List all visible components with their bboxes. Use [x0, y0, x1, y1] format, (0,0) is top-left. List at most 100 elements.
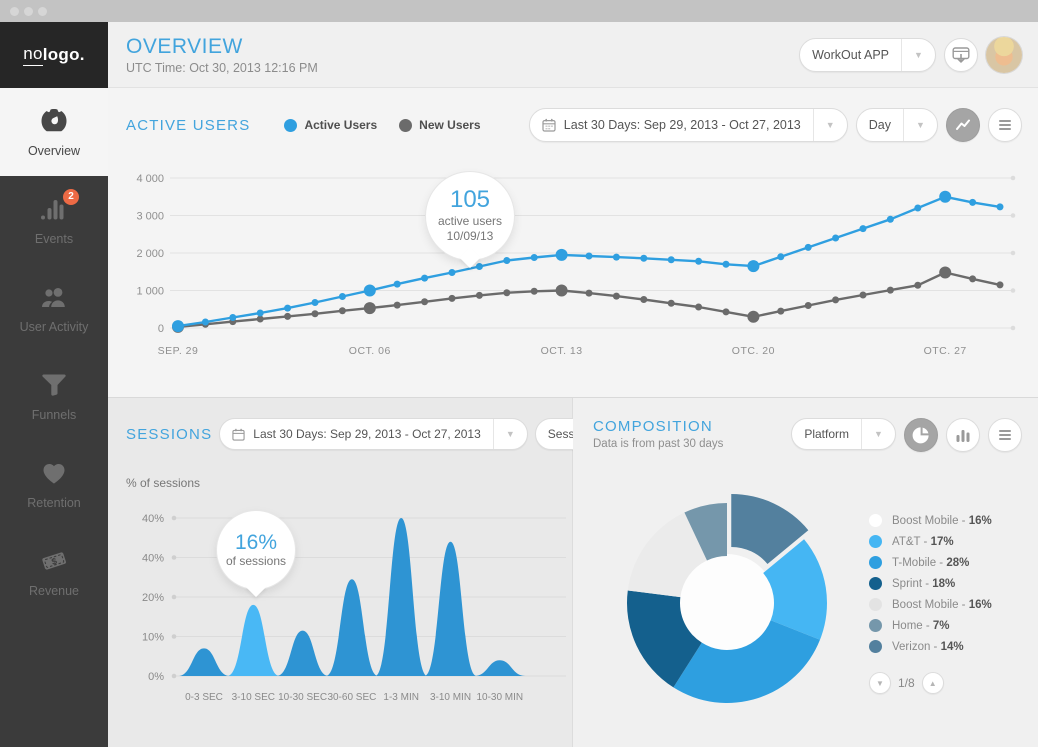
bar-view-button[interactable]	[946, 418, 980, 452]
tooltip-label: of sessions	[225, 553, 287, 568]
dollar-bill-icon: $	[37, 547, 71, 575]
app-selector-dropdown[interactable]: WorkOut APP ▼	[799, 37, 936, 72]
svg-text:40%: 40%	[142, 513, 164, 525]
svg-text:0-3 SEC: 0-3 SEC	[185, 692, 223, 703]
window-control-dot[interactable]	[10, 6, 19, 16]
active-users-tooltip: 105 active users 10/09/13	[426, 172, 514, 260]
legend-label: Active Users	[304, 118, 378, 132]
line-chart-view-button[interactable]	[946, 108, 980, 142]
sidebar-item-retention[interactable]: Retention	[0, 440, 108, 528]
granularity-dropdown[interactable]: Day ▼	[855, 108, 938, 142]
user-avatar[interactable]	[986, 36, 1022, 73]
active-users-title: ACTIVE USERS	[126, 116, 251, 134]
pagination-prev-button[interactable]: ▼	[869, 672, 891, 694]
sessions-chart[interactable]: 0% 10% 20% 40% 40% 0-3 SEC 3-10 SEC 10-30 SEC 30…	[116, 498, 571, 723]
legend-dot	[284, 118, 298, 132]
composition-legend-item[interactable]: Boost Mobile - 16%	[869, 510, 992, 531]
svg-text:OTC. 27: OTC. 27	[924, 345, 967, 357]
composition-legend-item[interactable]: Boost Mobile - 16%	[869, 594, 992, 615]
chevron-down-icon[interactable]: ▼	[903, 109, 937, 141]
sidebar-item-revenue[interactable]: $ Revenue	[0, 528, 108, 616]
calendar-icon	[530, 118, 556, 132]
window-control-dot[interactable]	[38, 6, 47, 16]
hamburger-icon	[999, 120, 1011, 130]
svg-text:2 000: 2 000	[136, 248, 164, 260]
svg-text:0: 0	[158, 323, 164, 335]
topbar: OVERVIEW UTC Time: Oct 30, 2013 12:16 PM…	[108, 22, 1038, 88]
logo-text-prefix: no	[23, 44, 43, 66]
composition-legend-item[interactable]: AT&T - 17%	[869, 531, 992, 552]
svg-text:OTC. 20: OTC. 20	[732, 345, 775, 357]
date-range-dropdown[interactable]: Last 30 Days: Sep 29, 2013 - Oct 27, 201…	[528, 108, 848, 142]
legend-label: Verizon - 14%	[892, 640, 964, 653]
calendar-icon	[220, 428, 245, 441]
svg-text:1 000: 1 000	[136, 286, 164, 298]
pagination-label: 1/8	[898, 676, 915, 690]
active-users-chart[interactable]: 0 1 000 2 000 3 000 4 000 SEP. 29 OCT. 06 OCT. …	[120, 158, 1028, 370]
composition-panel: COMPOSITION Data is from past 30 days Pl…	[573, 398, 1038, 747]
legend-dot	[869, 640, 882, 653]
active-users-legend: Active Users New Users	[284, 118, 481, 132]
composition-title: COMPOSITION	[593, 418, 713, 435]
chevron-down-icon[interactable]: ▼	[492, 419, 527, 449]
legend-label: New Users	[419, 118, 481, 132]
composition-donut-chart[interactable]	[607, 483, 847, 723]
sidebar-item-funnels[interactable]: Funnels	[0, 352, 108, 440]
legend-label: Boost Mobile - 16%	[892, 514, 992, 527]
svg-text:1-3 MIN: 1-3 MIN	[383, 692, 419, 703]
svg-text:10-30 SEC: 10-30 SEC	[278, 692, 327, 703]
export-button[interactable]	[944, 37, 978, 72]
logo[interactable]: no logo.	[0, 22, 108, 88]
funnel-icon	[37, 371, 71, 399]
sessions-date-range-dropdown[interactable]: Last 30 Days: Sep 29, 2013 - Oct 27, 201…	[219, 418, 528, 450]
legend-dot	[869, 577, 882, 590]
active-users-panel: ACTIVE USERS Active Users New Users Last …	[108, 88, 1038, 398]
legend-label: Boost Mobile - 16%	[892, 598, 992, 611]
sidebar-item-user-activity[interactable]: User Activity	[0, 264, 108, 352]
app-selector-value: WorkOut APP	[812, 47, 889, 62]
composition-legend-item[interactable]: Sprint - 18%	[869, 573, 992, 594]
composition-legend-item[interactable]: T-Mobile - 28%	[869, 552, 992, 573]
legend-label: Sprint - 18%	[892, 577, 956, 590]
logo-text-suffix: logo.	[42, 45, 85, 64]
chevron-down-icon[interactable]: ▼	[861, 419, 895, 449]
window-control-dot[interactable]	[24, 6, 33, 16]
chart-menu-button[interactable]	[988, 108, 1022, 142]
sidebar-item-label: Overview	[27, 143, 81, 158]
bar-chart-icon	[956, 429, 970, 442]
sidebar-item-overview[interactable]: Overview	[0, 88, 108, 176]
tooltip-date: 10/09/13	[446, 229, 494, 244]
sidebar-item-events[interactable]: 2 Events	[0, 176, 108, 264]
heart-icon	[37, 459, 71, 487]
composition-legend: Boost Mobile - 16% AT&T - 17% T-Mobile - 2…	[869, 510, 992, 657]
pagination-next-button[interactable]: ▲	[921, 672, 944, 694]
gauge-icon	[37, 107, 71, 135]
download-window-icon	[952, 46, 970, 63]
platform-dropdown[interactable]: Platform ▼	[791, 418, 896, 450]
svg-text:0%: 0%	[148, 671, 164, 683]
chevron-down-icon[interactable]: ▼	[901, 38, 935, 71]
legend-item-new-users[interactable]: New Users	[399, 118, 481, 132]
legend-item-active-users[interactable]: Active Users	[284, 118, 377, 132]
svg-text:30-60 SEC: 30-60 SEC	[327, 692, 376, 703]
chevron-down-icon[interactable]: ▼	[812, 109, 847, 141]
utc-time-label: UTC Time: Oct 30, 2013 12:16 PM	[126, 60, 318, 75]
svg-text:10-30 MIN: 10-30 MIN	[476, 692, 523, 703]
svg-text:$: $	[50, 556, 58, 567]
svg-text:40%: 40%	[142, 553, 164, 565]
pie-view-button[interactable]	[904, 418, 938, 452]
sidebar-item-label: Funnels	[31, 407, 77, 422]
sidebar-item-label: Retention	[27, 495, 81, 510]
pie-chart-icon	[912, 427, 929, 444]
legend-dot	[869, 556, 882, 569]
svg-text:3-10 SEC: 3-10 SEC	[232, 692, 275, 703]
composition-legend-item[interactable]: Home - 7%	[869, 615, 992, 636]
svg-text:OCT. 06: OCT. 06	[349, 345, 391, 357]
tooltip-value: 16%	[234, 530, 278, 554]
composition-menu-button[interactable]	[988, 418, 1022, 452]
composition-legend-item[interactable]: Verizon - 14%	[869, 636, 992, 657]
users-icon	[37, 283, 71, 311]
svg-text:4 000: 4 000	[136, 173, 164, 185]
sidebar-nav: Overview 2 Events User Activity Funnels Reten…	[0, 88, 108, 616]
